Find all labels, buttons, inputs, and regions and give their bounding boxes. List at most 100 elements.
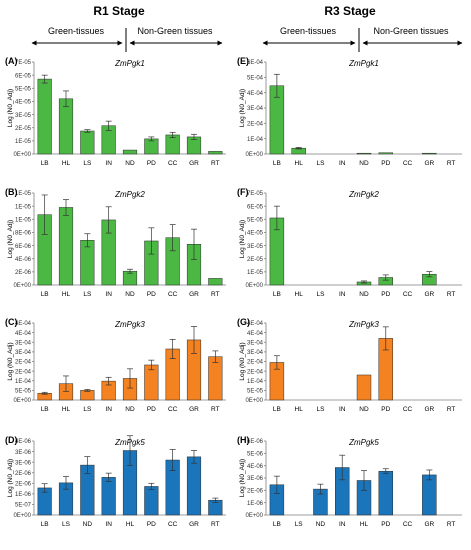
panel-label: (F) (237, 187, 249, 197)
y-tick-label: 6E-04 (247, 60, 264, 66)
y-tick-label: 1E-05 (15, 204, 32, 210)
y-tick-label: 1E-06 (15, 492, 32, 498)
y-tick-label: 5E-05 (247, 389, 264, 395)
panel-label: (E) (237, 56, 249, 66)
y-axis-label: Log (N0_Adj) (7, 89, 14, 127)
x-tick-label: HL (295, 160, 304, 167)
x-tick-label: IN (339, 521, 346, 528)
right-stage-title: R3 Stage (324, 4, 376, 18)
x-tick-label: GR (424, 291, 434, 298)
chart-e: 0E+00 1E-04 2E-04 3E-04 4E-04 5E-04 6E-04(E) Zm… (237, 56, 462, 167)
bar (122, 149, 138, 155)
x-tick-label: RT (211, 291, 220, 298)
x-tick-label: PD (381, 406, 390, 413)
x-tick-label: LS (83, 160, 92, 167)
x-tick-label: CC (168, 291, 178, 298)
x-tick-label: IN (339, 406, 346, 413)
x-tick-label: IN (339, 291, 346, 298)
x-tick-label: LB (273, 521, 281, 528)
y-tick-label: 4E-04 (15, 321, 32, 327)
y-tick-label: 3E-05 (247, 244, 264, 250)
x-tick-label: LS (316, 291, 325, 298)
y-tick-label: 8E-06 (15, 231, 32, 237)
x-tick-label: GR (424, 521, 434, 528)
x-tick-label: RT (211, 521, 220, 528)
y-tick-label: 6E-05 (247, 204, 264, 210)
y-tick-label: 4E-06 (15, 257, 32, 263)
x-tick-label: HL (360, 521, 369, 528)
left-nongreen-label: Non-Green tissues (137, 26, 213, 36)
x-tick-label: LS (83, 291, 92, 298)
y-tick-label: 3E-05 (15, 113, 32, 119)
chart-a: 0E+00 1E-05 2E-05 3E-05 4E-05 5E-05 6E-05 7E-05… (5, 56, 226, 167)
chart-d: 0E+00 5E-07 1E-06 2E-06 2E-06 3E-06 3E-06 4E-06… (5, 435, 226, 528)
chart-f: 0E+00 1E-05 2E-05 3E-05 4E-05 5E-05 6E-05 7E-05… (237, 187, 462, 298)
y-axis-label: Log (N0_Adj) (239, 89, 246, 127)
x-tick-label: ND (125, 160, 135, 167)
x-tick-label: CC (168, 160, 178, 167)
y-tick-label: 0E+00 (245, 398, 263, 404)
panel-label: (C) (5, 317, 18, 327)
y-tick-label: 1E-04 (15, 379, 32, 385)
x-tick-label: CC (403, 160, 413, 167)
x-tick-label: GR (189, 291, 199, 298)
x-tick-label: ND (359, 160, 369, 167)
y-tick-label: 4E-06 (15, 439, 32, 445)
y-tick-label: 0E+00 (13, 152, 31, 158)
y-tick-label: 3E-06 (15, 460, 32, 466)
y-tick-label: 2E-06 (15, 481, 32, 487)
x-tick-label: HL (295, 291, 304, 298)
bar (58, 207, 74, 286)
y-tick-label: 5E-05 (247, 217, 264, 223)
y-tick-label: 6E-05 (15, 73, 32, 79)
x-tick-label: IN (105, 291, 112, 298)
y-tick-label: 1E-05 (247, 270, 264, 276)
y-tick-label: 5E-04 (247, 76, 264, 82)
y-tick-label: 2E-06 (247, 489, 264, 495)
x-tick-label: IN (105, 160, 112, 167)
x-tick-label: LS (83, 406, 92, 413)
y-tick-label: 1E-04 (247, 379, 264, 385)
panel-label: (H) (237, 435, 250, 445)
bar (378, 152, 393, 155)
x-tick-label: GR (424, 160, 434, 167)
y-tick-label: 2E-05 (247, 257, 264, 263)
y-tick-label: 3E-04 (247, 106, 264, 112)
y-axis-label: Log (N0_Adj) (7, 220, 14, 258)
x-tick-label: ND (316, 521, 326, 528)
x-tick-label: PD (381, 291, 390, 298)
chart-title: ZmPgk2 (114, 190, 145, 199)
x-tick-label: CC (168, 521, 178, 528)
x-tick-label: GR (189, 160, 199, 167)
x-tick-label: IN (105, 406, 112, 413)
y-tick-label: 7E-05 (247, 191, 264, 197)
y-tick-label: 5E-05 (15, 389, 32, 395)
y-tick-label: 2E-06 (15, 270, 32, 276)
bar (356, 374, 372, 401)
x-tick-label: HL (295, 406, 304, 413)
chart-b: 0E+00 2E-06 4E-06 6E-06 8E-06 1E-05 1E-05 1E-05… (5, 187, 226, 298)
x-tick-label: RT (447, 521, 456, 528)
y-tick-label: 4E-04 (247, 331, 264, 337)
chart-title: ZmPgk3 (348, 320, 379, 329)
x-tick-label: LB (41, 291, 49, 298)
panel-label: (A) (5, 56, 18, 66)
x-tick-label: LS (316, 160, 325, 167)
y-tick-label: 4E-05 (247, 231, 264, 237)
y-tick-label: 5E-05 (15, 86, 32, 92)
y-tick-label: 4E-05 (15, 100, 32, 106)
x-tick-label: PD (147, 160, 156, 167)
x-tick-label: CC (403, 521, 413, 528)
x-tick-label: LB (273, 406, 281, 413)
y-tick-label: 3E-04 (15, 350, 32, 356)
bar (80, 390, 95, 401)
x-tick-label: IN (105, 521, 112, 528)
x-tick-label: LB (273, 160, 281, 167)
y-tick-label: 1E-05 (15, 217, 32, 223)
y-tick-label: 1E-06 (247, 501, 264, 507)
x-tick-label: RT (447, 406, 456, 413)
x-tick-label: LB (41, 521, 49, 528)
bar (101, 477, 116, 516)
bar (144, 364, 159, 401)
x-tick-label: PD (381, 521, 390, 528)
